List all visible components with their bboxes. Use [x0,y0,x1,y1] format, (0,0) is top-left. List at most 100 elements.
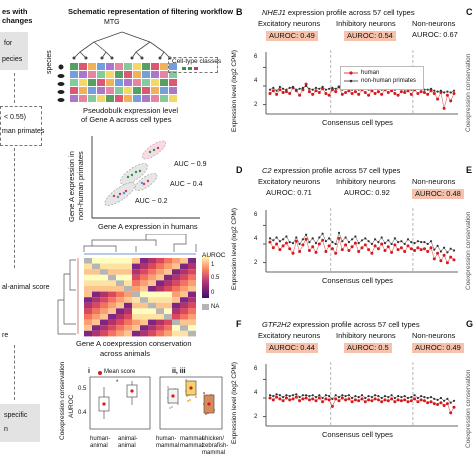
heatmap-cell [148,325,156,331]
heatmap-cell [124,258,132,264]
auroc-heatmap [57,234,209,337]
human-point [432,92,436,95]
human-point [271,89,275,93]
nonhuman-point [311,394,314,397]
human-point [383,398,387,402]
heatmap-cell [116,280,124,286]
nonhuman-point [291,394,295,397]
heatmap-cell [140,263,148,270]
schematic-title: Schematic representation of filtering wo… [68,7,234,16]
human-point [406,244,410,248]
nonhuman-point [278,85,281,88]
heatmap-cell [116,263,124,270]
heatmap-cell [188,314,196,320]
heatmap-cell [164,274,172,281]
heatmap-cell [124,302,132,309]
heatmap-cell [156,308,164,314]
pseudobulk-cell [124,63,132,70]
heatmap-cell [172,269,180,275]
panel-xlabel: Consensus cell types [322,430,393,439]
human-point [337,399,341,403]
nonhuman-point [282,396,285,399]
nonhuman-point [420,241,423,244]
human-point [436,251,440,255]
human-point [393,400,397,404]
nonhuman-point [410,396,413,399]
human-point [442,404,446,407]
nonhuman-point [321,85,324,88]
heatmap-cell [164,319,172,326]
heatmap-cell [124,308,132,314]
nonhuman-point [383,395,387,398]
nonhuman-point [387,239,390,242]
pseudobulk-cell [70,63,78,70]
panel-gene-name: GTF2H2 [262,320,291,329]
nonhuman-point [301,86,304,89]
human-point [432,402,436,406]
group-name: Inhibitory neurons [336,177,396,186]
heatmap-cell [148,297,156,303]
nonhuman-point [383,242,387,245]
heatmap-cell [124,291,132,298]
group-name: Non-neurons [412,19,456,28]
pseudobulk-cell [169,87,177,94]
heatmap-cell [164,291,172,298]
panel-title-rest: expression profile across 57 cell types [285,8,415,17]
human-point [396,93,400,97]
human-point [416,400,420,404]
nonhuman-point [337,396,341,399]
heatmap-cell [108,258,116,264]
heatmap-cell [140,297,148,303]
nonhuman-point [268,88,272,91]
heatmap-cell [164,280,172,286]
group-auroc: AUROC: 0.48 [412,189,464,199]
human-point [383,249,387,252]
human-point [291,397,295,401]
human-point [307,90,311,94]
heatmap-cell [108,291,116,298]
human-point [422,91,426,94]
nonhuman-point [452,249,456,252]
group-auroc: AUROC: 0.54 [344,31,396,41]
heatmap-cell [92,286,100,292]
human-point [390,250,394,254]
heatmap-cell [132,314,140,320]
cell-type-legend [168,57,218,73]
heatmap-cell [156,330,164,337]
pseudobulk-cell [142,63,150,70]
nonhuman-point [426,396,429,400]
nonhuman-point [347,241,350,244]
human-point [298,399,302,403]
group-auroc: AUROC: 0.44 [266,343,318,353]
heatmap-cell [156,269,164,275]
heatmap-cell [148,330,156,337]
human-point [452,258,456,262]
human-point [360,397,364,401]
heatmap-cell [172,258,180,264]
heatmap-cell [108,302,116,309]
left-box4-line2: n [4,426,8,433]
heatmap-cell [84,302,92,309]
human-point [357,250,361,253]
box-jitter-point [195,396,197,398]
human-point [278,397,282,401]
human-point [311,397,315,401]
pseudobulk-cell [97,71,105,78]
heatmap-legend-na: NA [211,304,220,310]
human-point [334,90,338,94]
heatmap-cell [156,291,164,298]
pseudobulk-cell [169,63,177,70]
human-point [294,239,298,243]
species-label: species [46,50,53,74]
nonhuman-point [436,244,439,247]
nonhuman-point [406,396,410,400]
human-point [396,248,400,252]
nonhuman-point [298,87,301,90]
group-auroc: AUROC: 0.71 [266,188,312,197]
nonhuman-point [282,238,285,241]
pseudobulk-cell [115,71,123,78]
nonhuman-point [291,85,295,88]
human-point [380,242,384,246]
heatmap-cell [116,325,124,331]
heatmap-cell [164,314,172,320]
